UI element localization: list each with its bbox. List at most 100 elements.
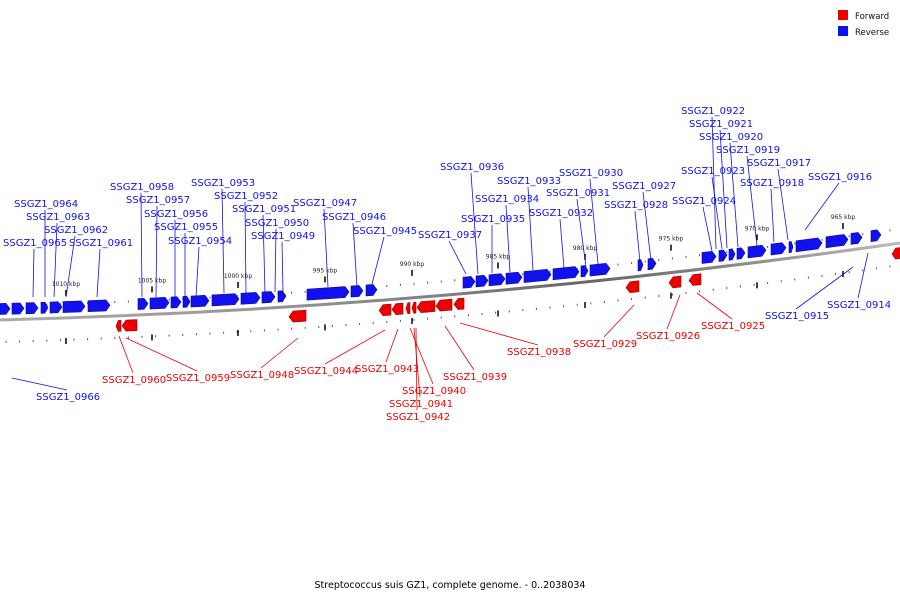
reverse-gene-label: SSGZ1_0931: [546, 188, 610, 199]
reverse-gene-leader: [505, 204, 511, 273]
reverse-gene-leader: [274, 228, 277, 293]
reverse-gene-leader: [448, 240, 467, 275]
reverse-gene-label: SSGZ1_0953: [191, 178, 255, 189]
reverse-gene-leader: [155, 205, 158, 298]
reverse-gene-arrow: [523, 269, 552, 283]
reverse-gene-arrow: [728, 248, 736, 261]
forward-gene-label: SSGZ1_0959: [166, 373, 230, 384]
reverse-gene-leader: [795, 266, 854, 310]
reverse-gene-leader: [634, 210, 641, 263]
reverse-gene-label: SSGZ1_0958: [110, 182, 174, 193]
scale-label: 990 kbp: [400, 261, 425, 268]
reverse-gene-label: SSGZ1_0950: [245, 218, 309, 229]
reverse-gene-label: SSGZ1_0915: [765, 311, 829, 322]
reverse-gene-label: SSGZ1_0935: [461, 214, 525, 225]
reverse-gene-label: SSGZ1_0964: [14, 199, 78, 210]
reverse-gene-label: SSGZ1_0914: [827, 300, 891, 311]
forward-gene-label: SSGZ1_0926: [636, 331, 700, 342]
forward-gene-arrow: [405, 302, 411, 315]
reverse-gene-arrow: [580, 265, 589, 278]
forward-gene-arrow: [288, 309, 307, 323]
gene-labels: SSGZ1_0966 SSGZ1_0965 SSGZ1_0964 SSGZ1_0963…: [3, 106, 891, 423]
scale-label: 1005 kbp: [138, 277, 166, 284]
scale-label: 985 kbp: [486, 253, 511, 260]
forward-gene-label: SSGZ1_0940: [402, 386, 466, 397]
forward-gene-leader: [324, 329, 386, 365]
reverse-gene-arrow: [49, 301, 63, 314]
forward-gene-label: SSGZ1_0938: [507, 347, 571, 358]
forward-gene-leader: [459, 322, 539, 346]
reverse-gene-label: SSGZ1_0961: [69, 238, 133, 249]
reverse-gene-arrow: [718, 249, 728, 262]
reverse-gene-label: SSGZ1_0966: [36, 392, 100, 403]
reverse-gene-leader: [323, 208, 329, 288]
reverse-gene-leader: [642, 191, 652, 262]
reverse-gene-arrow: [62, 300, 86, 313]
forward-gene-label: SSGZ1_0939: [443, 372, 507, 383]
reverse-gene-label: SSGZ1_0945: [353, 226, 417, 237]
forward-gene-leader: [118, 335, 134, 374]
reverse-gene-leader: [746, 155, 758, 247]
reverse-gene-label: SSGZ1_0916: [808, 172, 872, 183]
forward-gene-arrow: [411, 301, 417, 314]
reverse-gene-leader: [711, 176, 723, 250]
reverse-gene-label: SSGZ1_0955: [154, 222, 218, 233]
reverse-gene-arrow: [795, 237, 823, 253]
reverse-gene-label: SSGZ1_0952: [214, 191, 278, 202]
reverse-gene-leader: [770, 188, 775, 243]
reverse-gene-leader: [470, 172, 479, 275]
reverse-gene-leader: [589, 178, 599, 265]
reverse-gene-arrow: [137, 297, 149, 310]
forward-gene-arrow: [891, 247, 900, 260]
reverse-gene-arrow: [87, 299, 111, 312]
reverse-gene-arrow: [365, 284, 378, 297]
forward-gene-arrow: [668, 275, 682, 289]
reverse-gene-label: SSGZ1_0957: [126, 195, 190, 206]
scale-ticks: 1010 kbp 1005 kbp 1000 kbp 995 kbp 990 kbp 98…: [5, 214, 891, 344]
leader-lines: [11, 116, 869, 411]
forward-gene-label: SSGZ1_0948: [230, 370, 294, 381]
reverse-gene-arrow: [240, 292, 261, 305]
scale-label: 980 kbp: [573, 245, 598, 252]
reverse-gene-leader: [352, 222, 358, 288]
legend-reverse-label: Reverse: [855, 28, 889, 38]
scale-label: 995 kbp: [313, 267, 338, 274]
forward-gene-leader: [125, 337, 198, 372]
reverse-gene-arrow: [870, 229, 882, 242]
reverse-gene-leader: [559, 218, 565, 269]
reverse-gene-label: SSGZ1_0946: [322, 212, 386, 223]
reverse-gene-leader: [11, 377, 68, 391]
reverse-gene-leader: [96, 248, 101, 298]
reverse-gene-label: SSGZ1_0927: [612, 181, 676, 192]
reverse-gene-label: SSGZ1_0921: [689, 119, 753, 130]
forward-gene-leader: [385, 328, 399, 363]
reverse-gene-arrow: [552, 266, 580, 281]
scale-label: 970 kbp: [745, 225, 770, 232]
forward-gene-label: SSGZ1_0929: [573, 339, 637, 350]
reverse-gene-leader: [711, 116, 717, 250]
reverse-gene-arrow: [770, 242, 787, 256]
reverse-gene-label: SSGZ1_0917: [747, 158, 811, 169]
forward-gene-label: SSGZ1_0941: [389, 399, 453, 410]
reverse-gene-leader: [527, 186, 534, 271]
legend: Forward Reverse: [838, 10, 889, 38]
scale-label: 1010 kbp: [52, 281, 80, 288]
scale-label: 975 kbp: [659, 236, 684, 243]
forward-gene-arrow: [453, 297, 465, 310]
forward-gene-label: SSGZ1_0942: [386, 412, 450, 423]
gene-arrows: [0, 229, 900, 332]
scale-label: 965 kbp: [831, 214, 856, 221]
forward-gene-leader: [260, 337, 299, 369]
reverse-gene-arrow: [306, 286, 350, 301]
reverse-gene-leader: [140, 192, 143, 298]
reverse-gene-arrow: [261, 291, 276, 304]
reverse-gene-arrow: [211, 293, 240, 307]
forward-gene-arrow: [625, 280, 640, 294]
reverse-gene-label: SSGZ1_0934: [475, 194, 539, 205]
forward-gene-label: SSGZ1_0925: [701, 321, 765, 332]
reverse-gene-arrow: [850, 232, 863, 245]
reverse-gene-label: SSGZ1_0963: [26, 212, 90, 223]
reverse-gene-arrow: [701, 251, 717, 264]
forward-gene-leader: [415, 327, 418, 411]
